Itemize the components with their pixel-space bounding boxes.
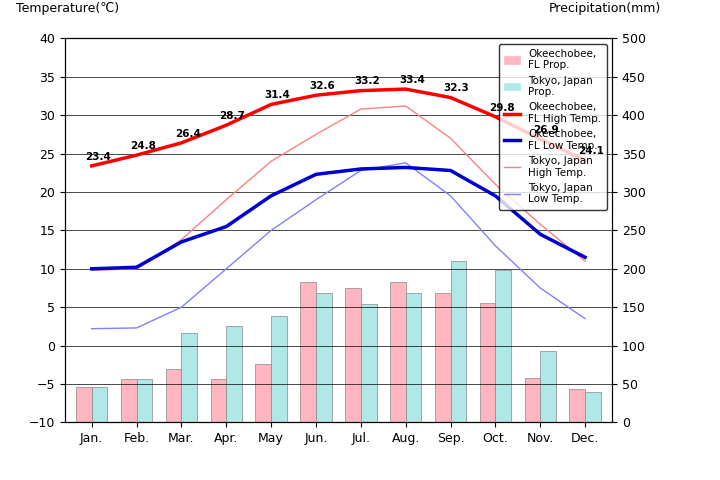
Legend: Okeechobee,
FL Prop., Tokyo, Japan
Prop., Okeechobee,
FL High Temp., Okeechobee,: Okeechobee, FL Prop., Tokyo, Japan Prop.… (499, 44, 607, 210)
Bar (256, 364, 271, 422)
Bar (271, 316, 287, 422)
Bar (345, 288, 361, 422)
Bar (91, 387, 107, 422)
Bar (435, 293, 451, 422)
Bar (480, 303, 495, 422)
Text: 26.9: 26.9 (534, 125, 559, 135)
Bar (525, 378, 540, 422)
Bar (300, 282, 316, 422)
Bar (361, 304, 377, 422)
Text: 31.4: 31.4 (264, 90, 290, 100)
Text: 24.1: 24.1 (578, 146, 604, 156)
Text: 33.4: 33.4 (399, 75, 425, 85)
Bar (166, 369, 181, 422)
Bar (405, 293, 421, 422)
Bar (390, 282, 405, 422)
Bar (570, 389, 585, 422)
Bar (316, 293, 332, 422)
Bar (226, 326, 242, 422)
Text: 29.8: 29.8 (489, 103, 514, 113)
Text: 28.7: 28.7 (220, 111, 246, 121)
Bar (495, 270, 511, 422)
Text: 26.4: 26.4 (175, 129, 201, 139)
Text: 32.3: 32.3 (444, 84, 469, 94)
Bar (451, 261, 467, 422)
Text: 32.6: 32.6 (310, 81, 335, 91)
Text: 24.8: 24.8 (130, 141, 156, 151)
Bar (181, 333, 197, 422)
Bar (76, 387, 91, 422)
Bar (121, 379, 137, 422)
Bar (540, 351, 556, 422)
Bar (210, 379, 226, 422)
Text: 33.2: 33.2 (354, 76, 380, 86)
Text: Temperature(℃): Temperature(℃) (16, 2, 119, 15)
Text: 23.4: 23.4 (85, 152, 111, 162)
Bar (585, 393, 600, 422)
Bar (137, 379, 152, 422)
Text: Precipitation(mm): Precipitation(mm) (549, 2, 661, 15)
